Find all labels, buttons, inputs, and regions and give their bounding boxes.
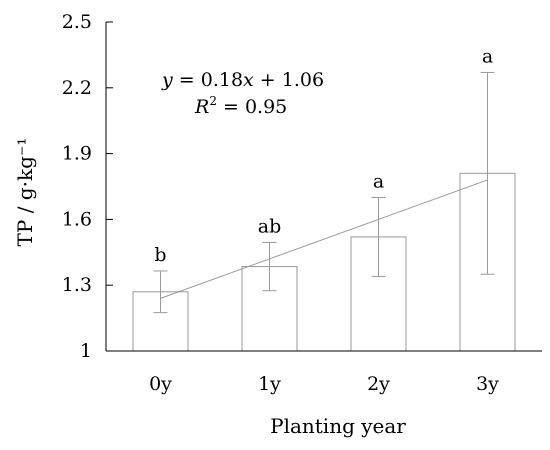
r2-rest: = 0.95 bbox=[217, 96, 287, 118]
trend-line bbox=[160, 179, 488, 299]
r2-r: R bbox=[194, 96, 209, 118]
x-tick-label: 2y bbox=[367, 373, 390, 395]
x-tick-label: 0y bbox=[149, 373, 172, 395]
eq-x: x bbox=[243, 69, 254, 91]
bars bbox=[132, 172, 516, 352]
eq-rest: + 1.06 bbox=[254, 69, 324, 91]
y-tick-label: 1 bbox=[80, 340, 92, 362]
x-axis-title: Planting year bbox=[270, 414, 406, 438]
axes bbox=[105, 22, 542, 352]
regression-equation: y = 0.18x + 1.06 bbox=[161, 69, 324, 91]
y-tick-label: 1.6 bbox=[62, 208, 92, 230]
error-bars bbox=[153, 71, 495, 314]
y-tick-label: 1.3 bbox=[62, 274, 92, 296]
x-tick-label: 1y bbox=[258, 373, 281, 395]
y-axis-title: TP / g·kg⁻¹ bbox=[13, 138, 37, 247]
r2-exp: 2 bbox=[209, 94, 217, 108]
y-tick-label: 2.2 bbox=[62, 77, 92, 99]
y-tick-label: 2.5 bbox=[62, 11, 92, 33]
significance-label: b bbox=[154, 244, 166, 266]
eq-equals: = 0.18 bbox=[173, 69, 243, 91]
x-tick-label: 3y bbox=[476, 373, 499, 395]
y-tick-label: 1.9 bbox=[62, 143, 92, 165]
significance-label: a bbox=[373, 170, 384, 192]
significance-label: ab bbox=[258, 215, 282, 237]
y-ticks: 1 1.3 1.6 1.9 2.2 2.5 bbox=[62, 11, 113, 362]
eq-y: y bbox=[161, 69, 173, 91]
r-squared: R2 = 0.95 bbox=[194, 94, 287, 118]
significance-label: a bbox=[482, 45, 493, 67]
